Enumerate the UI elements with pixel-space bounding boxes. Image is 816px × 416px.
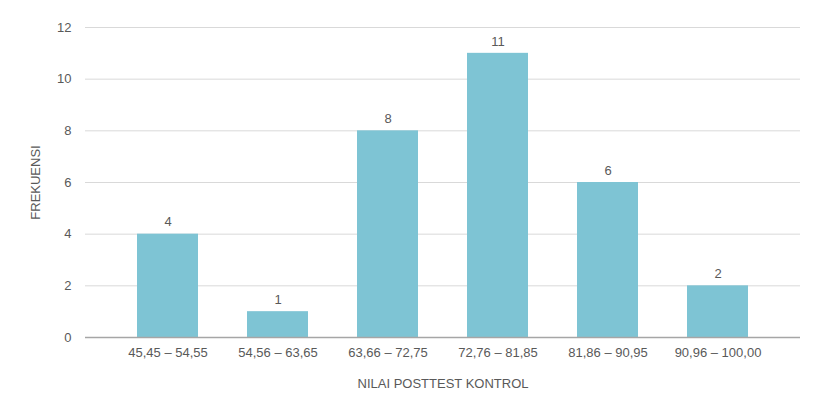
svg-text:45,45 – 54,55: 45,45 – 54,55 bbox=[128, 345, 208, 360]
svg-text:72,76 – 81,85: 72,76 – 81,85 bbox=[458, 345, 538, 360]
svg-text:0: 0 bbox=[64, 330, 71, 345]
svg-text:12: 12 bbox=[57, 20, 71, 35]
svg-text:90,96 – 100,00: 90,96 – 100,00 bbox=[675, 345, 762, 360]
svg-text:2: 2 bbox=[64, 278, 71, 293]
svg-text:4: 4 bbox=[164, 214, 171, 229]
svg-text:63,66 – 72,75: 63,66 – 72,75 bbox=[348, 345, 428, 360]
svg-text:2: 2 bbox=[714, 266, 721, 281]
svg-text:81,86 – 90,95: 81,86 – 90,95 bbox=[568, 345, 648, 360]
svg-text:6: 6 bbox=[604, 163, 611, 178]
svg-text:54,56 – 63,65: 54,56 – 63,65 bbox=[238, 345, 318, 360]
svg-text:6: 6 bbox=[64, 175, 71, 190]
svg-text:4: 4 bbox=[64, 226, 71, 241]
svg-text:NILAI POSTTEST KONTROL: NILAI POSTTEST KONTROL bbox=[358, 376, 529, 391]
svg-text:11: 11 bbox=[491, 33, 505, 48]
svg-text:1: 1 bbox=[274, 292, 281, 307]
svg-text:8: 8 bbox=[384, 111, 391, 126]
svg-text:8: 8 bbox=[64, 123, 71, 138]
svg-text:10: 10 bbox=[57, 71, 71, 86]
svg-text:FREKUENSI: FREKUENSI bbox=[28, 145, 43, 219]
